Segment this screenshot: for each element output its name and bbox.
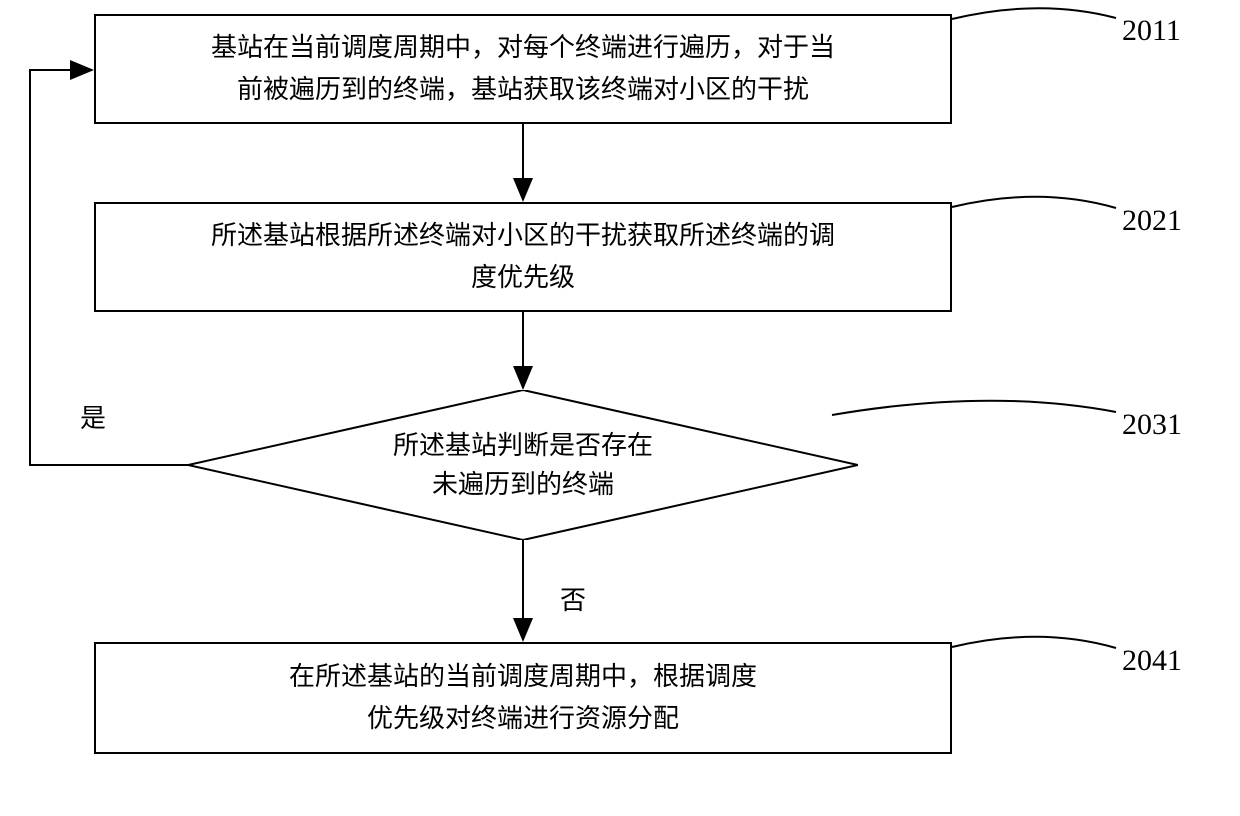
ref-label-2021: 2021 [1122, 204, 1182, 238]
decision-diamond: 所述基站判断是否存在 未遍历到的终端 [188, 390, 858, 540]
no-label: 否 [560, 580, 586, 617]
n3-line2: 未遍历到的终端 [432, 470, 614, 499]
n1-line1: 基站在当前调度周期中，对每个终端进行遍历，对于当 [211, 33, 835, 62]
process-box-4: 在所述基站的当前调度周期中，根据调度 优先级对终端进行资源分配 [94, 642, 952, 754]
yes-label: 是 [80, 398, 106, 435]
n4-line2: 优先级对终端进行资源分配 [367, 704, 679, 733]
n1-line2: 前被遍历到的终端，基站获取该终端对小区的干扰 [237, 75, 809, 104]
process-box-2: 所述基站根据所述终端对小区的干扰获取所述终端的调 度优先级 [94, 202, 952, 312]
n2-line2: 度优先级 [471, 263, 575, 292]
flowchart-container: 基站在当前调度周期中，对每个终端进行遍历，对于当 前被遍历到的终端，基站获取该终… [0, 0, 1240, 816]
n3-line1: 所述基站判断是否存在 [393, 431, 653, 460]
n2-line1: 所述基站根据所述终端对小区的干扰获取所述终端的调 [211, 221, 835, 250]
n4-line1: 在所述基站的当前调度周期中，根据调度 [289, 662, 757, 691]
process-box-1: 基站在当前调度周期中，对每个终端进行遍历，对于当 前被遍历到的终端，基站获取该终… [94, 14, 952, 124]
ref-label-2031: 2031 [1122, 408, 1182, 442]
ref-label-2011: 2011 [1122, 14, 1181, 48]
ref-label-2041: 2041 [1122, 644, 1182, 678]
